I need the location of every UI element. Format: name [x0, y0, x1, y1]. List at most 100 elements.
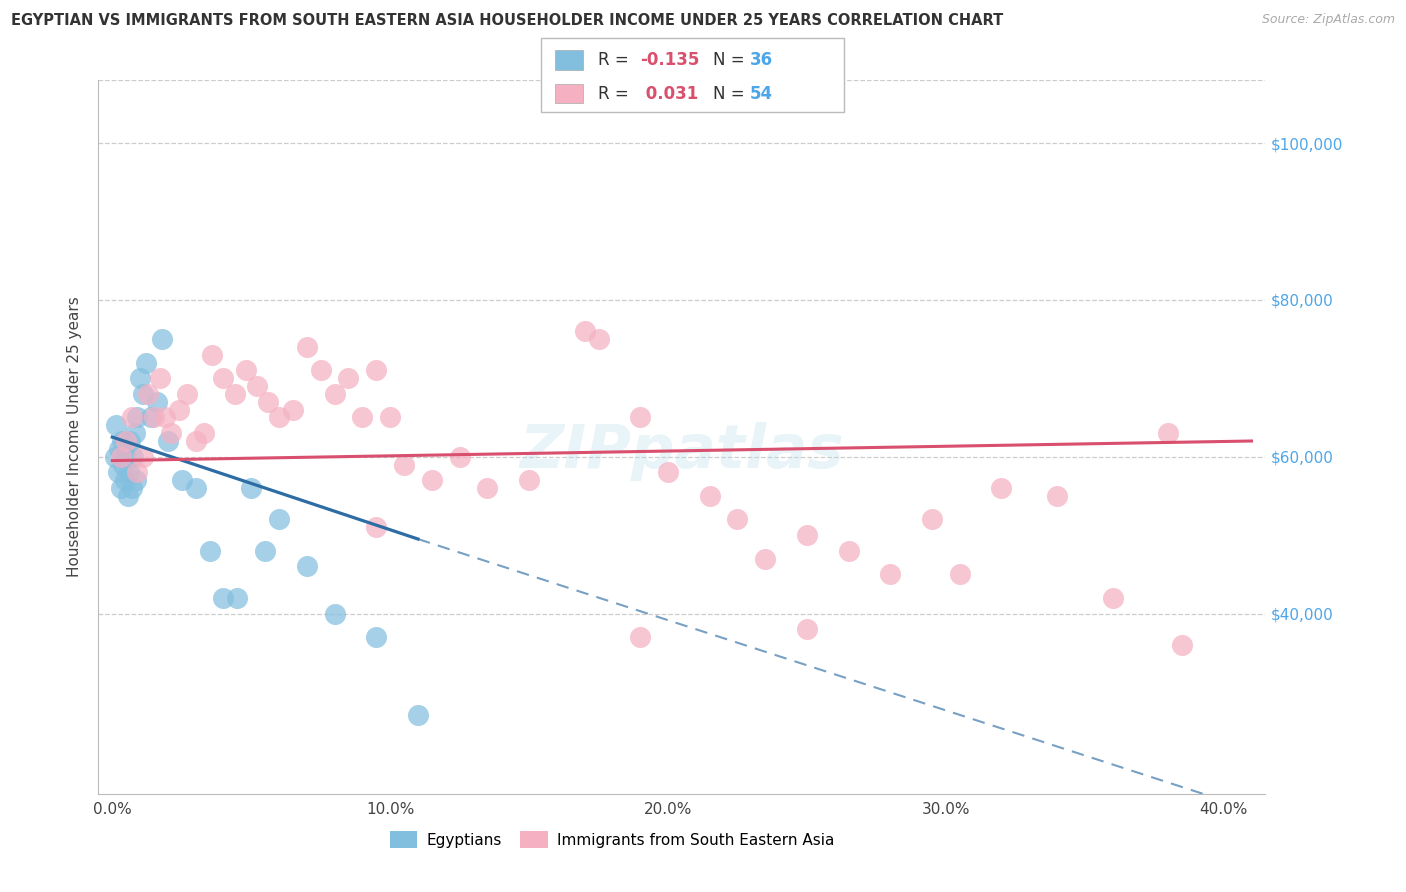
- Point: [114, 473, 136, 487]
- Text: EGYPTIAN VS IMMIGRANTS FROM SOUTH EASTERN ASIA HOUSEHOLDER INCOME UNDER 25 YEARS: EGYPTIAN VS IMMIGRANTS FROM SOUTH EASTER…: [11, 13, 1004, 29]
- Text: N =: N =: [713, 51, 744, 69]
- Point: [295, 340, 318, 354]
- Point: [143, 410, 166, 425]
- Point: [125, 473, 148, 487]
- Point: [1171, 638, 1194, 652]
- Point: [240, 481, 263, 495]
- Point: [135, 355, 157, 369]
- Text: -0.135: -0.135: [640, 51, 699, 69]
- Point: [449, 450, 471, 464]
- Point: [295, 559, 318, 574]
- Point: [104, 450, 127, 464]
- Point: [184, 481, 207, 495]
- Point: [420, 473, 443, 487]
- Point: [323, 607, 346, 621]
- Point: [352, 410, 374, 425]
- Text: N =: N =: [713, 85, 744, 103]
- Point: [657, 466, 679, 480]
- Point: [1157, 426, 1180, 441]
- Point: [477, 481, 499, 495]
- Point: [176, 387, 198, 401]
- Point: [574, 324, 596, 338]
- Point: [107, 466, 129, 480]
- Text: R =: R =: [598, 85, 628, 103]
- Point: [337, 371, 360, 385]
- Text: 0.031: 0.031: [640, 85, 697, 103]
- Point: [110, 450, 132, 464]
- Point: [254, 543, 277, 558]
- Point: [406, 708, 429, 723]
- Point: [628, 630, 651, 644]
- Point: [796, 528, 818, 542]
- Point: [246, 379, 269, 393]
- Text: Source: ZipAtlas.com: Source: ZipAtlas.com: [1261, 13, 1395, 27]
- Text: R =: R =: [598, 51, 628, 69]
- Point: [212, 591, 235, 605]
- Point: [517, 473, 540, 487]
- Point: [146, 394, 169, 409]
- Y-axis label: Householder Income Under 25 years: Householder Income Under 25 years: [67, 297, 83, 577]
- Point: [879, 567, 901, 582]
- Point: [366, 630, 388, 644]
- Point: [108, 442, 131, 456]
- Point: [124, 426, 146, 441]
- Point: [121, 410, 143, 425]
- Point: [115, 450, 138, 464]
- Point: [224, 387, 246, 401]
- Point: [628, 410, 651, 425]
- Point: [588, 332, 610, 346]
- Point: [754, 551, 776, 566]
- Point: [129, 371, 152, 385]
- Point: [193, 426, 215, 441]
- Point: [132, 450, 155, 464]
- Point: [212, 371, 235, 385]
- Point: [117, 489, 139, 503]
- Point: [323, 387, 346, 401]
- Point: [121, 481, 143, 495]
- Point: [105, 418, 128, 433]
- Point: [226, 591, 249, 605]
- Point: [141, 410, 163, 425]
- Point: [838, 543, 860, 558]
- Text: 36: 36: [749, 51, 772, 69]
- Point: [201, 348, 224, 362]
- Point: [153, 410, 176, 425]
- Point: [949, 567, 972, 582]
- Point: [118, 466, 141, 480]
- Point: [170, 473, 193, 487]
- Point: [990, 481, 1012, 495]
- Point: [115, 434, 138, 448]
- Point: [112, 458, 135, 472]
- Point: [281, 402, 304, 417]
- Text: 54: 54: [749, 85, 772, 103]
- Point: [132, 387, 155, 401]
- Point: [235, 363, 257, 377]
- Point: [366, 363, 388, 377]
- Point: [184, 434, 207, 448]
- Legend: Egyptians, Immigrants from South Eastern Asia: Egyptians, Immigrants from South Eastern…: [384, 825, 841, 854]
- Point: [198, 543, 221, 558]
- Point: [267, 410, 290, 425]
- Point: [127, 466, 149, 480]
- Point: [120, 434, 142, 448]
- Point: [150, 332, 173, 346]
- Point: [148, 371, 170, 385]
- Point: [127, 410, 149, 425]
- Point: [122, 450, 145, 464]
- Point: [921, 512, 943, 526]
- Point: [167, 402, 190, 417]
- Point: [392, 458, 415, 472]
- Point: [1101, 591, 1123, 605]
- Point: [727, 512, 749, 526]
- Point: [111, 434, 134, 448]
- Point: [1046, 489, 1069, 503]
- Point: [110, 481, 132, 495]
- Point: [156, 434, 179, 448]
- Point: [366, 520, 388, 534]
- Point: [159, 426, 181, 441]
- Point: [796, 622, 818, 636]
- Point: [309, 363, 332, 377]
- Point: [257, 394, 280, 409]
- Point: [699, 489, 721, 503]
- Point: [138, 387, 160, 401]
